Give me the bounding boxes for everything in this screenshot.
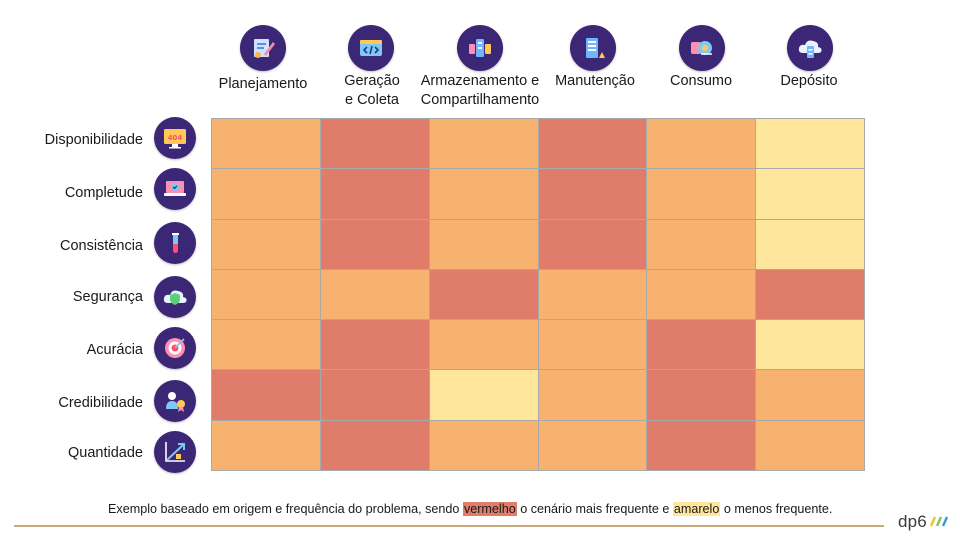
column-icon-planejamento	[240, 25, 286, 71]
row-label: Credibilidade	[58, 395, 143, 411]
server-maintenance-icon	[586, 38, 605, 58]
matrix-cell	[756, 269, 864, 320]
matrix-cell	[429, 320, 538, 370]
matrix-cell	[756, 219, 864, 269]
monitor-404-icon: 404	[164, 129, 186, 149]
matrix-cell	[212, 420, 320, 470]
caption-red-highlight: vermelho	[462, 502, 517, 516]
matrix-cell	[647, 169, 756, 219]
matrix-cell	[429, 370, 538, 420]
footer-divider	[14, 525, 884, 527]
matrix-cell	[212, 320, 320, 370]
column-label: Consumo	[669, 73, 733, 89]
row-label: Acurácia	[86, 342, 143, 358]
matrix-cell	[320, 269, 429, 320]
column-icon-consumo	[679, 25, 725, 71]
row-icon-acuracia	[154, 327, 196, 369]
matrix-cell	[320, 119, 429, 169]
column-icon-manutencao	[570, 25, 616, 71]
row-icon-disponibilidade: 404	[154, 117, 196, 159]
matrix-cell	[538, 219, 647, 269]
matrix-cell	[538, 169, 647, 219]
logo-stripes-icon	[929, 516, 949, 527]
legend-caption: Exemplo baseado em origem e frequência d…	[108, 502, 832, 516]
matrix-cell	[538, 420, 647, 470]
growth-chart-icon	[165, 442, 185, 462]
column-label: Planejamento	[218, 76, 308, 92]
row-label: Completude	[64, 185, 143, 201]
matrix-cell	[320, 219, 429, 269]
matrix-cell	[320, 420, 429, 470]
row-label: Disponibilidade	[44, 132, 143, 148]
cloud-server-icon	[798, 40, 822, 58]
brand-logo: dp6	[898, 512, 951, 532]
matrix-cell	[756, 320, 864, 370]
matrix-cell	[647, 370, 756, 420]
matrix-cell	[647, 320, 756, 370]
matrix-cell	[647, 420, 756, 470]
test-tube-icon	[172, 233, 179, 253]
caption-text: Exemplo baseado em origem e frequência d…	[108, 502, 463, 516]
matrix-cell	[647, 119, 756, 169]
column-label: Depósito	[780, 73, 838, 89]
matrix-cell	[320, 169, 429, 219]
svg-text:404: 404	[168, 134, 183, 142]
award-badge-icon	[166, 392, 185, 412]
matrix-cell	[538, 320, 647, 370]
laptop-check-icon	[164, 181, 186, 196]
consumption-icon	[691, 41, 712, 55]
row-icon-completude	[154, 168, 196, 210]
frequency-matrix	[211, 118, 865, 471]
caption-text: o cenário mais frequente e	[516, 502, 673, 516]
matrix-cell	[429, 269, 538, 320]
matrix-cell	[538, 119, 647, 169]
column-icon-geracao-coleta	[348, 25, 394, 71]
matrix-cell	[429, 219, 538, 269]
planning-icon	[254, 39, 275, 58]
code-window-icon	[360, 40, 382, 56]
matrix-cell	[756, 119, 864, 169]
row-label: Consistência	[59, 238, 143, 254]
matrix-cell	[538, 269, 647, 320]
row-icon-credibilidade	[154, 380, 196, 422]
matrix-cell	[647, 219, 756, 269]
column-icon-armazenamento	[457, 25, 503, 71]
row-icon-seguranca	[154, 276, 196, 318]
column-label: Geração e Coleta	[344, 73, 400, 108]
matrix-cell	[429, 420, 538, 470]
matrix-cell	[756, 420, 864, 470]
matrix-cell	[756, 370, 864, 420]
caption-text: o menos frequente.	[720, 502, 833, 516]
matrix-cell	[212, 269, 320, 320]
row-label: Quantidade	[68, 445, 143, 461]
logo-text: dp6	[898, 512, 927, 531]
column-label: Manutenção	[555, 73, 635, 89]
matrix-cell	[212, 219, 320, 269]
matrix-cell	[538, 370, 647, 420]
matrix-cell	[647, 269, 756, 320]
matrix-cell	[212, 119, 320, 169]
row-label: Segurança	[72, 289, 143, 305]
row-icon-quantidade	[154, 431, 196, 473]
matrix-cell	[429, 169, 538, 219]
matrix-cell	[320, 370, 429, 420]
matrix-cell	[212, 370, 320, 420]
storage-share-icon	[469, 39, 491, 57]
matrix-cell	[320, 320, 429, 370]
column-icon-deposito	[787, 25, 833, 71]
matrix-cell	[212, 169, 320, 219]
column-label: Armazenamento e Compartilhamento	[420, 73, 540, 108]
target-icon	[165, 338, 185, 358]
matrix-cell	[756, 169, 864, 219]
cloud-shield-icon	[163, 290, 187, 305]
matrix-cell	[429, 119, 538, 169]
row-icon-consistencia	[154, 222, 196, 264]
caption-yellow-highlight: amarelo	[672, 502, 721, 516]
